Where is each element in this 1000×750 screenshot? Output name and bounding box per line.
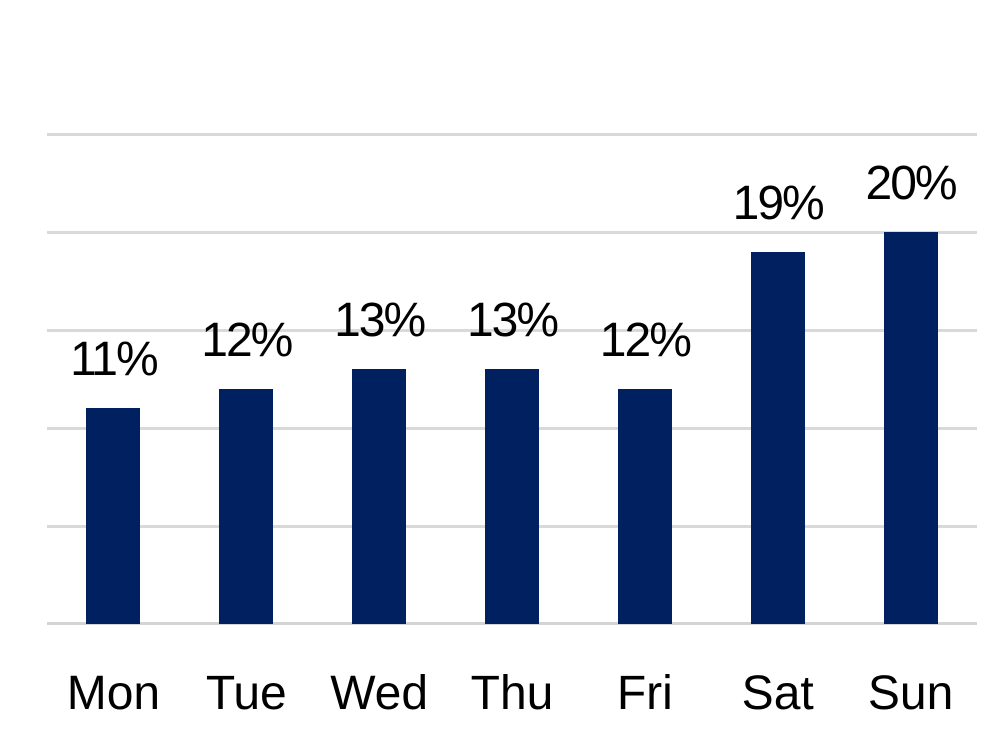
bar-wed (352, 369, 407, 624)
gridline-15pct (47, 328, 977, 332)
data-label-wed: 13% (334, 294, 426, 348)
x-axis-label-mon: Mon (66, 667, 161, 720)
bar-sun (883, 232, 938, 624)
bar-thu (485, 369, 539, 624)
x-axis-label-sat: Sat (741, 667, 814, 720)
data-label-sun: 20% (865, 157, 958, 210)
plot-area: 11% 12% 13% 13% 12% 19% 20% (47, 132, 977, 625)
bar-mon (86, 408, 141, 624)
x-axis-label-wed: Wed (330, 667, 429, 720)
data-label-fri: 12% (599, 313, 692, 367)
bar-tue (219, 388, 274, 624)
data-label-tue: 12% (201, 313, 293, 367)
gridline-25pct (47, 132, 977, 136)
x-axis-label-thu: Thu (470, 667, 554, 720)
data-label-mon: 11% (70, 333, 159, 387)
bar-fri (617, 388, 672, 624)
x-axis-label-sun: Sun (867, 667, 954, 720)
data-label-thu: 13% (466, 294, 559, 348)
data-label-sat: 19% (732, 176, 825, 230)
bar-sat (750, 251, 805, 624)
x-axis-label-tue: Tue (205, 667, 287, 720)
x-axis-label-fri: Fri (616, 667, 673, 720)
gridline-20pct (47, 230, 977, 234)
